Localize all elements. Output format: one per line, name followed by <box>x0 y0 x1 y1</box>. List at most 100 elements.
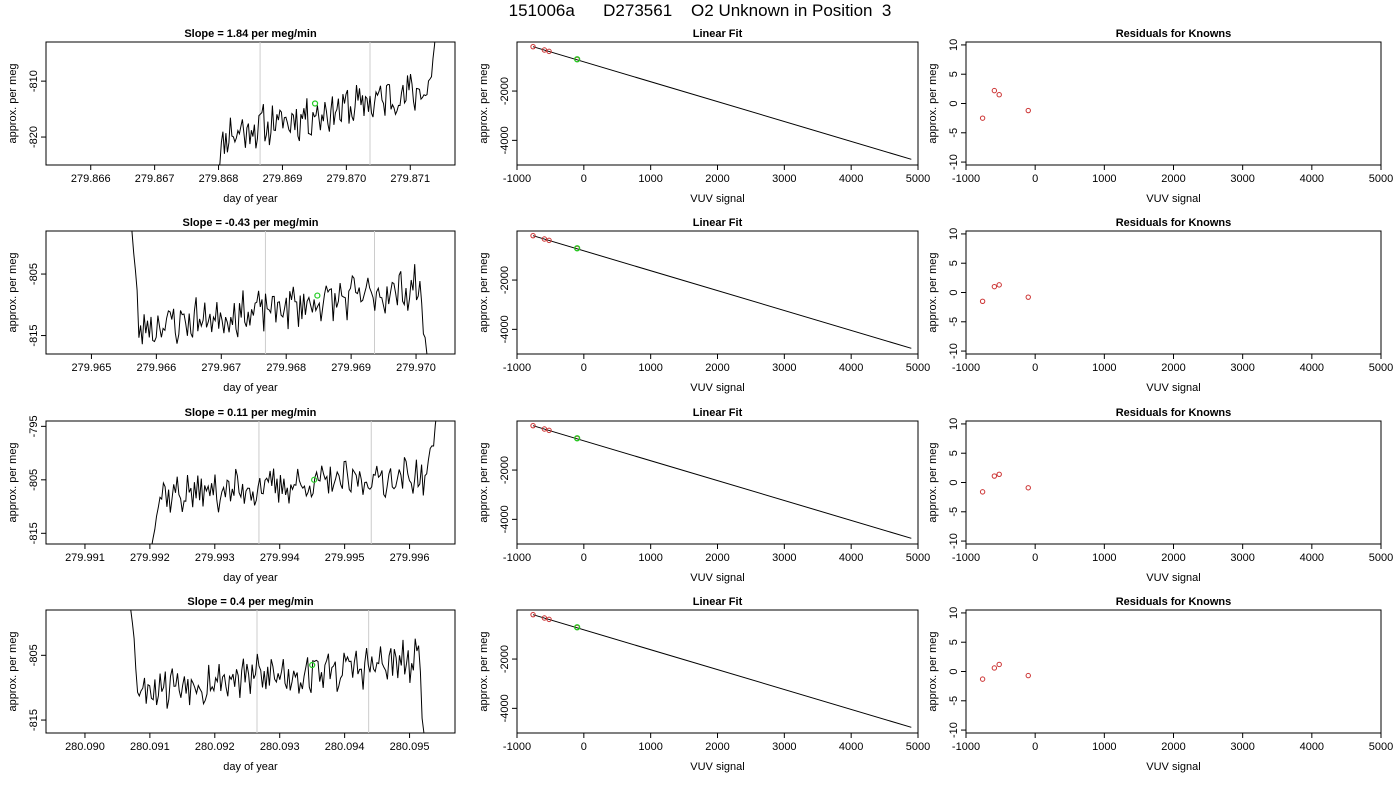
x-tick-label: 2000 <box>705 741 729 753</box>
plot-area <box>530 232 912 349</box>
x-tick-label: 1000 <box>638 552 662 564</box>
x-tick-label: -1000 <box>952 173 980 185</box>
plot-frame <box>965 41 1382 166</box>
plot-frame <box>45 41 456 166</box>
unknown-point <box>574 245 581 252</box>
panel-title: Residuals for Knowns <box>1116 28 1232 40</box>
x-tick-label: 3000 <box>1230 552 1254 564</box>
plot-area <box>130 610 425 733</box>
x-tick-label: 5000 <box>906 741 930 753</box>
plot-area <box>979 661 1031 682</box>
x-tick-label: 279.871 <box>390 173 430 185</box>
y-tick-label: 5 <box>948 71 960 77</box>
unknown-mean-point <box>314 292 321 299</box>
panel-r0-c2: Residuals for Knowns -1000 0 1000 2000 3000 40… <box>927 28 1393 205</box>
plot-frame <box>45 230 456 355</box>
panel-r1-c1: Linear Fit -1000 0 1000 2000 3000 4000 5000 -200… <box>478 217 930 394</box>
panel-r2-c0: Slope = 0.11 per meg/min 279.991 279.992 27… <box>7 407 456 584</box>
plot-frame <box>516 41 919 166</box>
x-tick-label: 280.095 <box>390 741 430 753</box>
known-point <box>546 616 552 623</box>
x-tick-label: 1000 <box>1092 552 1116 564</box>
y-tick-label: -805 <box>28 644 40 666</box>
y-tick-label: -815 <box>28 522 40 544</box>
known-point <box>546 48 552 55</box>
x-axis-label: VUV signal <box>690 193 744 205</box>
x-tick-label: -1000 <box>503 362 531 374</box>
x-tick-label: 2000 <box>1161 362 1185 374</box>
y-axis-label: approx. per meg <box>478 631 490 711</box>
x-axis-label: VUV signal <box>1146 193 1200 205</box>
panel-title: Slope = 0.11 per meg/min <box>185 407 317 419</box>
y-tick-label: -815 <box>28 709 40 731</box>
plot-frame <box>516 420 919 545</box>
y-tick-label: -795 <box>28 415 40 437</box>
x-tick-label: 279.967 <box>201 362 241 374</box>
y-tick-label: 0 <box>948 100 960 106</box>
y-tick-label: -2000 <box>499 77 511 105</box>
x-tick-label: 280.094 <box>325 741 365 753</box>
plot-area <box>131 231 428 354</box>
x-tick-label: 4000 <box>1300 552 1324 564</box>
residual-point <box>991 665 998 671</box>
known-point <box>530 611 536 618</box>
plot-area <box>218 42 436 165</box>
unknown-mean-point <box>309 661 316 669</box>
panel-title: Slope = 0.4 per meg/min <box>187 596 314 608</box>
x-tick-label: 3000 <box>1230 362 1254 374</box>
known-point <box>541 236 548 242</box>
known-point <box>541 615 548 621</box>
y-tick-label: -820 <box>28 126 40 148</box>
y-tick-label: -10 <box>948 722 960 738</box>
x-tick-label: 279.868 <box>199 173 239 185</box>
residual-point <box>1025 294 1031 300</box>
y-tick-label: -5 <box>948 696 960 706</box>
x-tick-label: 279.995 <box>325 552 365 564</box>
y-tick-label: 10 <box>948 228 960 240</box>
plot-frame <box>516 230 919 355</box>
y-tick-label: -2000 <box>499 266 511 294</box>
panel-r3-c1: Linear Fit -1000 0 1000 2000 3000 4000 5000 -200… <box>478 596 930 773</box>
x-tick-label: -1000 <box>952 552 980 564</box>
y-tick-label: 5 <box>948 639 960 645</box>
known-point <box>530 232 536 239</box>
known-point <box>530 43 536 50</box>
x-tick-label: -1000 <box>952 362 980 374</box>
plot-area <box>979 282 1031 304</box>
y-tick-label: -805 <box>28 469 40 491</box>
panel-r1-c0: Slope = -0.43 per meg/min 279.965 279.966 2… <box>7 217 456 394</box>
y-axis-label: approx. per meg <box>7 63 19 143</box>
panel-title: Linear Fit <box>693 28 743 40</box>
x-tick-label: 5000 <box>906 552 930 564</box>
plot-area <box>530 611 912 728</box>
panel-title: Linear Fit <box>693 596 743 608</box>
x-tick-label: 2000 <box>705 362 729 374</box>
x-axis-label: VUV signal <box>690 761 744 773</box>
known-point <box>546 427 552 434</box>
x-tick-label: 1000 <box>638 362 662 374</box>
y-tick-label: 10 <box>948 607 960 619</box>
x-axis-label: VUV signal <box>690 382 744 394</box>
x-tick-label: 5000 <box>1369 362 1393 374</box>
x-tick-label: 0 <box>1032 362 1038 374</box>
residual-point <box>996 471 1002 477</box>
plot-frame <box>965 609 1382 734</box>
x-tick-label: 0 <box>1032 173 1038 185</box>
residual-point <box>996 92 1002 98</box>
x-tick-label: 2000 <box>1161 552 1185 564</box>
x-tick-label: 280.092 <box>195 741 235 753</box>
x-tick-label: 0 <box>581 741 587 753</box>
x-tick-label: 279.966 <box>136 362 176 374</box>
signal-trace <box>130 610 425 733</box>
x-tick-label: 1000 <box>1092 362 1116 374</box>
x-tick-label: 0 <box>1032 741 1038 753</box>
x-tick-label: 5000 <box>906 173 930 185</box>
x-tick-label: 3000 <box>772 173 796 185</box>
unknown-point <box>574 56 581 63</box>
x-tick-label: 279.870 <box>326 173 366 185</box>
x-tick-label: 279.866 <box>71 173 111 185</box>
y-tick-label: -5 <box>948 317 960 327</box>
y-tick-label: -10 <box>948 154 960 170</box>
y-axis-label: approx. per meg <box>927 252 939 332</box>
